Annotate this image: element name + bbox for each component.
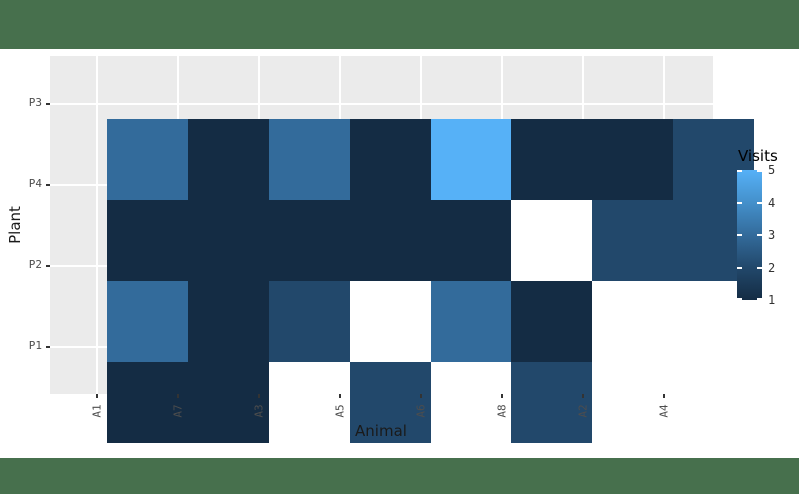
heatmap-cell-P2-A3 xyxy=(268,281,350,362)
heatmap-cell-P1-A1 xyxy=(107,362,188,443)
x-axis-title: Animal xyxy=(355,422,407,440)
heatmap-cell-P4-A5 xyxy=(349,200,431,281)
x-tick-label-A6: A6 xyxy=(414,404,428,418)
gridline-vertical xyxy=(96,56,99,394)
legend-tick xyxy=(737,298,742,300)
heatmap-cell-P4-A6 xyxy=(430,200,512,281)
x-tick-label-A3: A3 xyxy=(252,404,266,418)
gridline-horizontal xyxy=(50,102,713,105)
legend-title: Visits xyxy=(738,147,778,165)
x-tick xyxy=(96,394,99,398)
heatmap-cell-P2-A7 xyxy=(187,281,269,362)
legend-tick xyxy=(737,170,742,172)
heatmap-cell-P3-A3 xyxy=(268,119,350,200)
legend-label-2: 2 xyxy=(768,260,776,275)
heatmap-cell-P1-A5 xyxy=(349,362,431,443)
legend-tick xyxy=(757,234,762,236)
x-tick-label-A1: A1 xyxy=(90,404,104,418)
legend-label-5: 5 xyxy=(768,163,776,177)
y-tick-label-P1: P1 xyxy=(28,338,42,352)
heatmap-cell-P4-A8 xyxy=(511,200,593,281)
x-tick xyxy=(581,394,584,398)
heatmap-cell-P3-A8 xyxy=(511,119,593,200)
x-tick xyxy=(500,394,503,398)
heatmap-cell-P1-A3 xyxy=(268,362,350,443)
heatmap-cell-P3-A2 xyxy=(592,119,674,200)
heatmap-cell-P2-A8 xyxy=(511,281,593,362)
heatmap-cell-P4-A1 xyxy=(107,200,188,281)
heatmap-cell-P4-A7 xyxy=(187,200,269,281)
x-tick-label-A7: A7 xyxy=(171,404,185,418)
heatmap-cell-P3-A7 xyxy=(187,119,269,200)
heatmap-cell-P4-A2 xyxy=(592,200,674,281)
slide-bottom-bar xyxy=(0,458,799,494)
x-tick-label-A2: A2 xyxy=(576,404,590,418)
heatmap-cell-P1-A6 xyxy=(430,362,512,443)
heatmap-cells xyxy=(107,119,754,443)
heatmap-cell-P3-A1 xyxy=(107,119,188,200)
legend-label-4: 4 xyxy=(768,195,776,210)
heatmap-cell-P1-A7 xyxy=(187,362,269,443)
heatmap-cell-P1-A8 xyxy=(511,362,593,443)
y-tick xyxy=(46,345,50,348)
x-tick xyxy=(258,394,261,398)
heatmap-cell-P3-A6 xyxy=(430,119,512,200)
heatmap-cell-P2-A5 xyxy=(349,281,431,362)
heatmap-cell-P4-A3 xyxy=(268,200,350,281)
x-tick xyxy=(177,394,180,398)
y-tick-label-P3: P3 xyxy=(28,95,42,109)
x-tick xyxy=(339,394,342,398)
slide-top-bar xyxy=(0,0,799,49)
y-axis-title: Plant xyxy=(6,206,24,244)
legend-tick xyxy=(757,170,762,172)
y-tick-label-P4: P4 xyxy=(28,176,42,190)
panel xyxy=(50,56,754,443)
y-tick xyxy=(46,264,50,267)
legend-tick xyxy=(757,298,762,300)
heatmap-cell-P1-A2 xyxy=(592,362,674,443)
y-tick xyxy=(46,183,50,186)
y-tick-label-P2: P2 xyxy=(28,257,42,271)
heatmap-cell-P2-A6 xyxy=(430,281,512,362)
legend-label-3: 3 xyxy=(768,228,776,242)
legend-tick xyxy=(757,201,762,204)
heatmap-cell-P2-A1 xyxy=(107,281,188,362)
legend-tick xyxy=(737,201,742,204)
y-tick xyxy=(46,102,50,105)
legend-tick xyxy=(757,266,762,269)
heatmap-cell-P1-A4 xyxy=(673,362,754,443)
x-tick-label-A4: A4 xyxy=(657,404,671,418)
x-tick-label-A5: A5 xyxy=(333,404,347,418)
legend-label-1: 1 xyxy=(768,293,776,307)
legend-tick xyxy=(737,234,742,236)
x-tick-label-A8: A8 xyxy=(495,404,509,418)
heatmap-cell-P3-A5 xyxy=(349,119,431,200)
x-tick xyxy=(662,394,665,398)
heatmap-cell-P2-A2 xyxy=(592,281,674,362)
legend-tick xyxy=(737,266,742,269)
x-tick xyxy=(419,394,422,398)
